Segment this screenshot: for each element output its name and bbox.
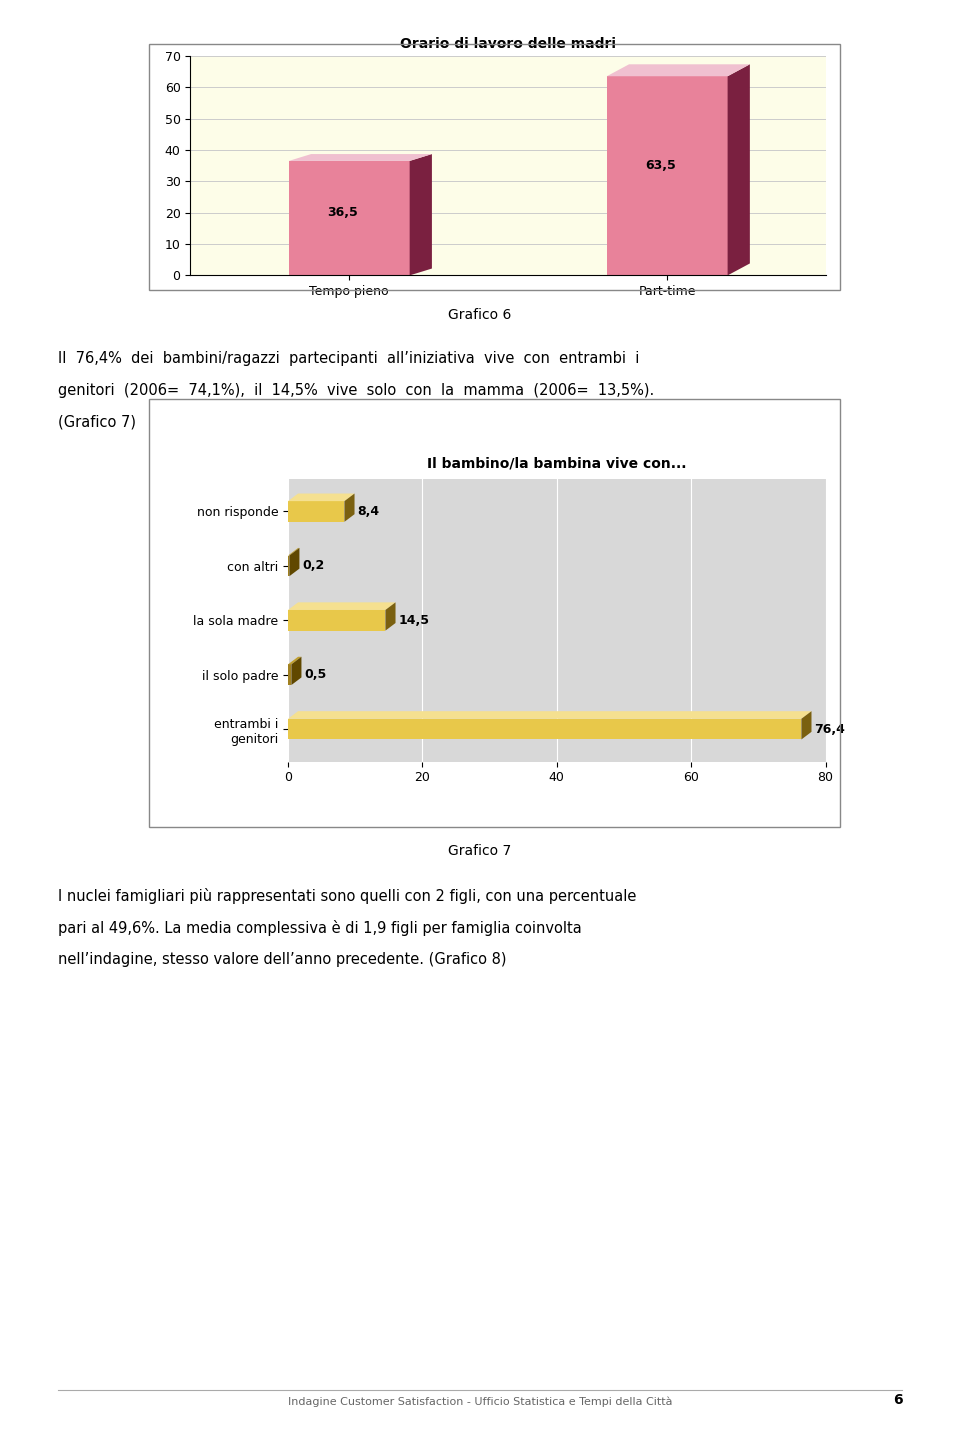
Text: 8,4: 8,4: [357, 505, 379, 518]
Polygon shape: [289, 154, 432, 161]
Polygon shape: [345, 493, 354, 522]
Text: Indagine Customer Satisfaction - Ufficio Statistica e Tempi della Città: Indagine Customer Satisfaction - Ufficio…: [288, 1397, 672, 1407]
Text: 6: 6: [893, 1393, 902, 1407]
Polygon shape: [728, 64, 750, 276]
Bar: [288, 665, 292, 685]
Polygon shape: [288, 602, 396, 609]
Polygon shape: [289, 548, 300, 576]
Bar: [288, 556, 289, 576]
Text: I nuclei famigliari più rappresentati sono quelli con 2 figli, con una percentua: I nuclei famigliari più rappresentati so…: [58, 888, 636, 904]
Bar: [607, 77, 728, 276]
Bar: [289, 161, 410, 276]
Polygon shape: [288, 711, 811, 718]
Polygon shape: [385, 602, 396, 631]
Text: Grafico 6: Grafico 6: [448, 308, 512, 322]
Polygon shape: [288, 493, 354, 501]
Bar: [288, 718, 802, 740]
Polygon shape: [410, 154, 432, 276]
Text: 36,5: 36,5: [327, 206, 358, 219]
Text: 76,4: 76,4: [814, 723, 845, 736]
Polygon shape: [288, 657, 301, 665]
Text: Grafico 7: Grafico 7: [448, 844, 512, 859]
Text: Il  76,4%  dei  bambini/ragazzi  partecipanti  all’iniziativa  vive  con  entram: Il 76,4% dei bambini/ragazzi partecipant…: [58, 351, 639, 366]
Text: 0,2: 0,2: [302, 560, 324, 572]
Polygon shape: [802, 711, 811, 740]
Text: 63,5: 63,5: [645, 160, 676, 173]
Text: (Grafico 7): (Grafico 7): [58, 415, 135, 429]
Text: 14,5: 14,5: [398, 614, 429, 627]
Title: Il bambino/la bambina vive con...: Il bambino/la bambina vive con...: [427, 457, 686, 470]
Title: Orario di lavoro delle madri: Orario di lavoro delle madri: [400, 36, 616, 51]
Bar: [288, 501, 345, 522]
Text: 0,5: 0,5: [304, 669, 326, 681]
Text: genitori  (2006=  74,1%),  il  14,5%  vive  solo  con  la  mamma  (2006=  13,5%): genitori (2006= 74,1%), il 14,5% vive so…: [58, 383, 654, 398]
Polygon shape: [607, 64, 750, 77]
Polygon shape: [288, 548, 300, 556]
Text: nell’indagine, stesso valore dell’anno precedente. (Grafico 8): nell’indagine, stesso valore dell’anno p…: [58, 952, 506, 966]
Polygon shape: [292, 657, 301, 685]
Bar: [288, 609, 385, 631]
Text: pari al 49,6%. La media complessiva è di 1,9 figli per famiglia coinvolta: pari al 49,6%. La media complessiva è di…: [58, 920, 582, 936]
